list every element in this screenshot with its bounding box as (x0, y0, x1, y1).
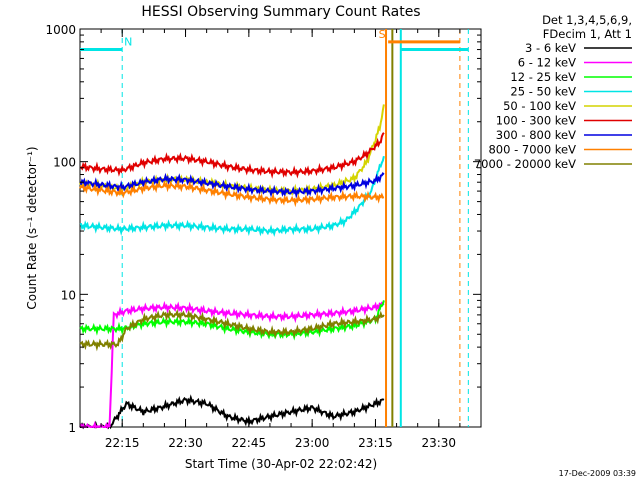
x-tick-label-2215: 22:15 (105, 436, 140, 450)
y-axis-label: Count Rate (s⁻¹ detector⁻¹) (25, 146, 39, 309)
series-line-6-12-kev (79, 300, 385, 430)
legend: Det 1,3,4,5,6,9, FDecim 1, Att 1 3 - 6 k… (474, 13, 632, 171)
chart-title: HESSI Observing Summary Count Rates (141, 4, 420, 20)
legend-label-7000-20000-kev: 7000 - 20000 keV (474, 157, 576, 171)
legend-label-6-12-kev: 6 - 12 keV (518, 56, 576, 70)
series-line-25-50-kev (79, 155, 385, 238)
vertical-markers (121, 29, 469, 427)
x-tick-label-2315: 23:15 (358, 436, 393, 450)
series-line-800-7000-kev (79, 179, 385, 208)
legend-header-line-1: Det 1,3,4,5,6,9, (542, 13, 632, 27)
orbit-annotations: NS (80, 28, 469, 52)
x-tick-label-2300: 23:00 (295, 436, 330, 450)
legend-label-100-300-kev: 100 - 300 keV (496, 114, 576, 128)
y-tick-label-1: 1 (68, 421, 76, 435)
generation-timestamp: 17-Dec-2009 03:39 (559, 469, 636, 478)
legend-label-50-100-kev: 50 - 100 keV (503, 99, 576, 113)
x-tick-label-2245: 22:45 (232, 436, 267, 450)
x-tick-label-2230: 22:30 (168, 436, 203, 450)
legend-header-line-2: FDecim 1, Att 1 (543, 27, 632, 41)
plot-frame (79, 28, 482, 428)
legend-label-25-50-kev: 25 - 50 keV (510, 85, 576, 99)
series-line-50-100-kev (79, 104, 385, 198)
x-axis: 22:15 22:30 22:45 23:00 23:15 23:30 (79, 29, 482, 450)
series-line-3-6-kev (80, 394, 385, 430)
legend-label-300-800-kev: 300 - 800 keV (496, 128, 576, 142)
annotation-label-n: N (124, 36, 132, 49)
series-line-300-800-kev (79, 172, 385, 199)
legend-label-12-25-kev: 12 - 25 keV (510, 70, 576, 84)
y-tick-label-1000: 1000 (45, 23, 76, 37)
y-tick-label-100: 100 (53, 156, 76, 170)
x-tick-label-2330: 23:30 (421, 436, 456, 450)
series-line-100-300-kev (79, 132, 385, 179)
series-line-7000-20000-kev (79, 308, 385, 352)
legend-label-3-6-kev: 3 - 6 keV (525, 41, 576, 55)
series-group (79, 104, 385, 430)
y-tick-label-10: 10 (61, 288, 76, 302)
annotation-label-s: S (379, 28, 386, 41)
y-axis: 1 10 100 1000 (45, 23, 481, 435)
x-axis-label: Start Time (30-Apr-02 22:02:42) (185, 457, 377, 471)
legend-label-800-7000-kev: 800 - 7000 keV (488, 143, 576, 157)
